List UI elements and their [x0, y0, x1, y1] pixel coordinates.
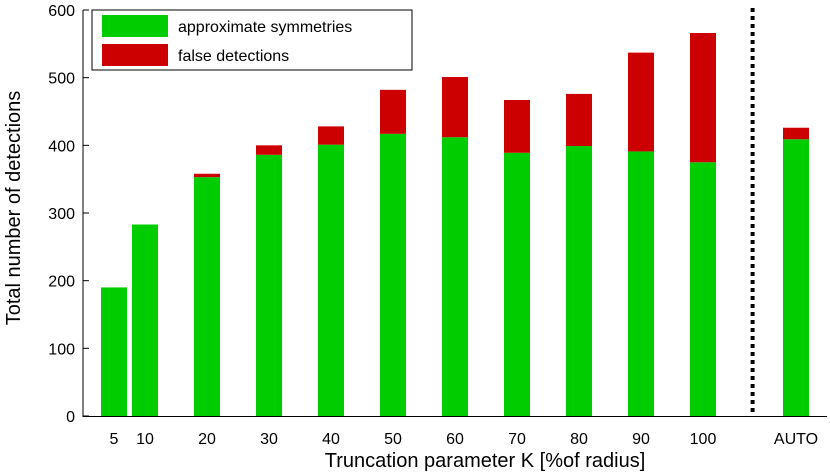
bar-false-detections-20: [194, 173, 220, 178]
bar-false-detections-90: [628, 52, 654, 152]
x-tick-label: 5: [110, 431, 119, 448]
bar-approximate-symmetries-70: [504, 152, 530, 416]
x-tick-label: 10: [136, 431, 154, 448]
bar-approximate-symmetries-5: [101, 287, 127, 416]
bar-false-detections-auto: [783, 127, 809, 140]
x-axis-label: Truncation parameter K [%of radius]: [325, 450, 646, 472]
legend-label-false-detections: false detections: [178, 48, 289, 65]
bar-approximate-symmetries-90: [628, 151, 654, 416]
y-tick-label: 0: [66, 409, 75, 426]
bar-false-detections-70: [504, 99, 530, 153]
y-tick-label: 300: [48, 206, 75, 223]
bars-layer: [101, 33, 809, 417]
bar-approximate-symmetries-80: [566, 146, 592, 416]
legend-swatch-false-detections: [102, 44, 168, 66]
bar-approximate-symmetries-60: [442, 137, 468, 417]
bar-false-detections-60: [442, 76, 468, 138]
x-tick-label: 90: [632, 431, 650, 448]
bar-false-detections-50: [380, 89, 406, 134]
x-tick-label: 40: [322, 431, 340, 448]
bar-false-detections-30: [256, 145, 282, 155]
x-tick-label: 20: [198, 431, 216, 448]
bar-false-detections-100: [690, 33, 716, 163]
x-tick-label: 100: [690, 431, 717, 448]
y-tick-label: 400: [48, 138, 75, 155]
bar-approximate-symmetries-50: [380, 133, 406, 416]
y-tick-label: 600: [48, 3, 75, 20]
x-tick-label: 30: [260, 431, 278, 448]
bar-approximate-symmetries-100: [690, 162, 716, 416]
bar-approximate-symmetries-10: [132, 224, 158, 416]
bar-false-detections-40: [318, 126, 344, 145]
x-ticks: 5 10 20 30 40 50 60 70 80 90 100 AUTO: [110, 431, 819, 448]
legend: approximate symmetries false detections: [91, 9, 413, 71]
y-tick-label: 500: [48, 71, 75, 88]
x-tick-label: 80: [570, 431, 588, 448]
legend-label-approximate-symmetries: approximate symmetries: [178, 19, 352, 36]
y-axis-label: Total number of detections: [3, 91, 25, 326]
bar-approximate-symmetries-40: [318, 144, 344, 416]
x-tick-label: 60: [446, 431, 464, 448]
legend-swatch-approximate-symmetries: [102, 15, 168, 37]
y-ticks: 0 100 200 300 400 500 600: [48, 3, 89, 426]
bar-approximate-symmetries-auto: [783, 139, 809, 416]
x-tick-label: 70: [508, 431, 526, 448]
y-tick-label: 200: [48, 274, 75, 291]
x-tick-label: 50: [384, 431, 402, 448]
x-tick-label: AUTO: [774, 431, 818, 448]
bar-false-detections-80: [566, 93, 592, 147]
y-tick-label: 100: [48, 341, 75, 358]
bar-approximate-symmetries-20: [194, 177, 220, 416]
bar-approximate-symmetries-30: [256, 154, 282, 416]
